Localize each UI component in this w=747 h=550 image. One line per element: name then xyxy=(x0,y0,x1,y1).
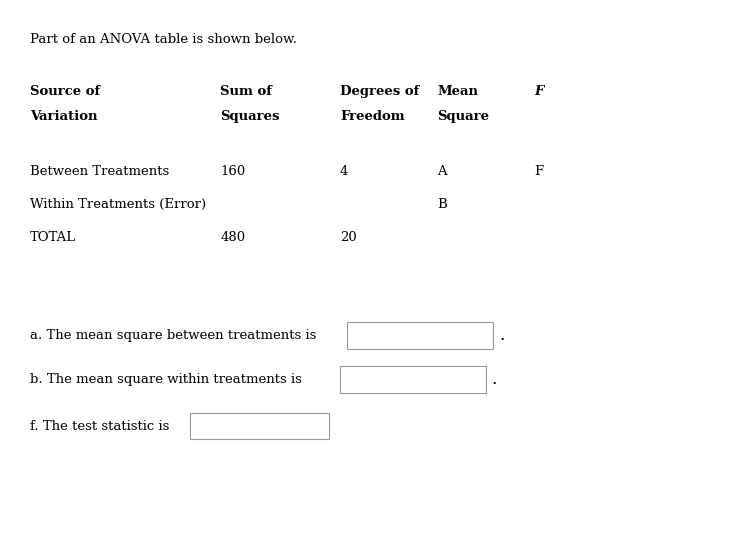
FancyBboxPatch shape xyxy=(190,413,329,439)
Text: Source of: Source of xyxy=(30,85,100,98)
Text: F: F xyxy=(534,165,543,178)
Text: Within Treatments (Error): Within Treatments (Error) xyxy=(30,198,206,211)
Text: a. The mean square between treatments is: a. The mean square between treatments is xyxy=(30,329,316,342)
Text: b. The mean square within treatments is: b. The mean square within treatments is xyxy=(30,373,302,386)
Text: F: F xyxy=(534,85,544,98)
Text: 480: 480 xyxy=(220,231,246,244)
Text: Squares: Squares xyxy=(220,110,280,123)
Text: TOTAL: TOTAL xyxy=(30,231,76,244)
Text: Sum of: Sum of xyxy=(220,85,272,98)
Text: f. The test statistic is: f. The test statistic is xyxy=(30,420,170,433)
Text: Variation: Variation xyxy=(30,110,97,123)
Text: 160: 160 xyxy=(220,165,246,178)
Text: Part of an ANOVA table is shown below.: Part of an ANOVA table is shown below. xyxy=(30,33,297,46)
Text: .: . xyxy=(499,327,504,344)
Text: B: B xyxy=(437,198,447,211)
Text: Mean: Mean xyxy=(437,85,478,98)
Text: Between Treatments: Between Treatments xyxy=(30,165,169,178)
Text: .: . xyxy=(492,371,497,388)
Text: 4: 4 xyxy=(340,165,348,178)
FancyBboxPatch shape xyxy=(340,366,486,393)
FancyBboxPatch shape xyxy=(347,322,493,349)
Text: A: A xyxy=(437,165,447,178)
Text: Degrees of: Degrees of xyxy=(340,85,419,98)
Text: Freedom: Freedom xyxy=(340,110,405,123)
Text: 20: 20 xyxy=(340,231,356,244)
Text: Square: Square xyxy=(437,110,489,123)
